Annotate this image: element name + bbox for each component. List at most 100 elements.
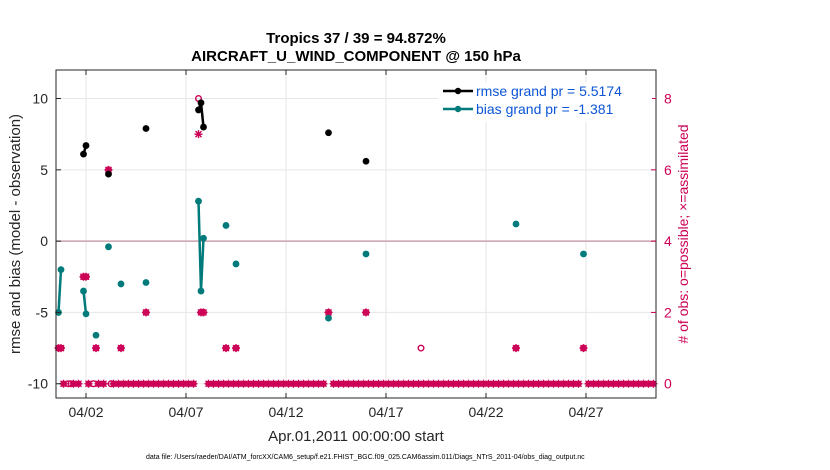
obs-zero-cross — [309, 379, 318, 388]
obs-zero-cross — [559, 379, 568, 388]
obs-zero-cross — [159, 379, 168, 388]
y-axis-label: rmse and bias (model - observation) — [7, 114, 24, 354]
obs-zero-cross — [169, 379, 178, 388]
obs-zero-cross — [249, 379, 258, 388]
obs-zero-cross — [534, 379, 543, 388]
obs-zero-cross — [634, 379, 643, 388]
obs-assimilated-marker — [324, 308, 333, 317]
series-layer — [55, 99, 587, 339]
obs-zero-cross — [204, 379, 213, 388]
obs-zero-cross — [84, 379, 93, 388]
obs-zero-cross — [404, 379, 413, 388]
rmse-point — [82, 142, 90, 149]
obs-assimilated-marker — [362, 308, 370, 317]
rmse-point — [362, 157, 370, 165]
obs-zero-cross — [494, 379, 503, 388]
x-tick-label: 04/27 — [568, 404, 603, 420]
obs-assimilated-marker — [222, 344, 230, 353]
y2-tick-label: 4 — [664, 233, 672, 249]
obs-zero-cross — [214, 379, 223, 388]
obs-zero-cross — [209, 379, 218, 388]
axis-ticks: 04/02 04/07 04/12 04/17 04/22 04/27 -10 -5 0 5 10 0… — [28, 70, 672, 420]
bias-point — [512, 220, 520, 228]
obs-zero-cross — [184, 379, 193, 388]
obs-zero-cross — [259, 379, 268, 388]
obs-zero-cross — [59, 379, 68, 388]
obs-possible-marker — [107, 380, 115, 388]
bias-point — [80, 287, 87, 295]
obs-zero-cross — [374, 379, 383, 388]
obs-zero-cross — [369, 379, 378, 388]
obs-zero-cross — [239, 379, 248, 388]
bias-point — [580, 250, 587, 258]
bias-point — [197, 287, 205, 295]
obs-zero-cross — [284, 379, 293, 388]
obs-zero-cross — [339, 379, 348, 388]
obs-zero-cross — [584, 379, 593, 388]
obs-zero-cross — [124, 379, 133, 388]
obs-zero-cross — [504, 379, 513, 388]
obs-zero-cross — [119, 379, 128, 388]
chart-title-line1: Tropics 37 / 39 = 94.872% — [266, 30, 446, 47]
obs-zero-cross — [569, 379, 578, 388]
obs-zero-cross — [144, 379, 153, 388]
rmse-point — [325, 129, 332, 137]
obs-zero-cross — [364, 379, 373, 388]
obs-zero-cross — [564, 379, 573, 388]
plot-area — [56, 70, 656, 398]
obs-zero-cross — [614, 379, 623, 388]
obs-zero-cross — [639, 379, 648, 388]
y-tick-label: 0 — [40, 233, 48, 249]
x-tick-label: 04/22 — [468, 404, 503, 420]
legend: rmse grand pr = 5.5174 bias grand pr = -… — [438, 82, 652, 122]
obs-zero-cross — [244, 379, 253, 388]
obs-zero-cross — [384, 379, 393, 388]
obs-zero-cross — [619, 379, 628, 388]
obs-zero-cross — [604, 379, 613, 388]
obs-zero-cross — [609, 379, 618, 388]
obs-zero-cross — [424, 379, 433, 388]
obs-zero-cross — [299, 379, 308, 388]
obs-zero-cross — [574, 379, 583, 388]
obs-zero-cross — [389, 379, 398, 388]
obs-zero-cross — [349, 379, 358, 388]
obs-zero-cross — [469, 379, 478, 388]
obs-assimilated-marker — [117, 344, 125, 353]
obs-zero-cross — [219, 379, 228, 388]
obs-zero-cross — [589, 379, 598, 388]
obs-zero-cross — [379, 379, 388, 388]
obs-zero-cross — [624, 379, 633, 388]
obs-assimilated-marker — [57, 344, 65, 353]
obs-zero-cross — [449, 379, 458, 388]
obs-zero-cross — [274, 379, 283, 388]
rmse-point — [197, 99, 205, 107]
obs-zero-cross — [414, 379, 423, 388]
obs-zero-cross — [134, 379, 143, 388]
y2-tick-label: 2 — [664, 304, 672, 320]
obs-zero-cross — [114, 379, 123, 388]
obs-zero-cross — [319, 379, 328, 388]
obs-possible-marker — [64, 380, 72, 388]
obs-assimilated-marker — [232, 344, 240, 353]
obs-assimilated-marker — [92, 344, 100, 353]
obs-zero-cross — [444, 379, 453, 388]
bias-point — [92, 331, 100, 339]
bias-point — [222, 222, 230, 229]
x-axis-label: Apr.01,2011 00:00:00 start — [268, 428, 445, 445]
y-tick-label: 10 — [32, 91, 48, 107]
obs-zero-cross — [479, 379, 488, 388]
obs-zero-cross — [549, 379, 558, 388]
y-tick-label: -10 — [28, 376, 48, 392]
obs-zero-cross — [289, 379, 298, 388]
obs-zero-cross — [499, 379, 508, 388]
obs-zero-cross — [599, 379, 608, 388]
obs-assimilated-marker — [194, 130, 203, 139]
bias-point — [105, 243, 112, 251]
obs-zero-cross — [514, 379, 523, 388]
obs-zero-cross — [554, 379, 563, 388]
obs-assimilated-marker — [82, 272, 90, 281]
obs-zero-cross — [254, 379, 263, 388]
obs-possible-marker — [89, 380, 97, 388]
obs-zero-cross — [154, 379, 163, 388]
